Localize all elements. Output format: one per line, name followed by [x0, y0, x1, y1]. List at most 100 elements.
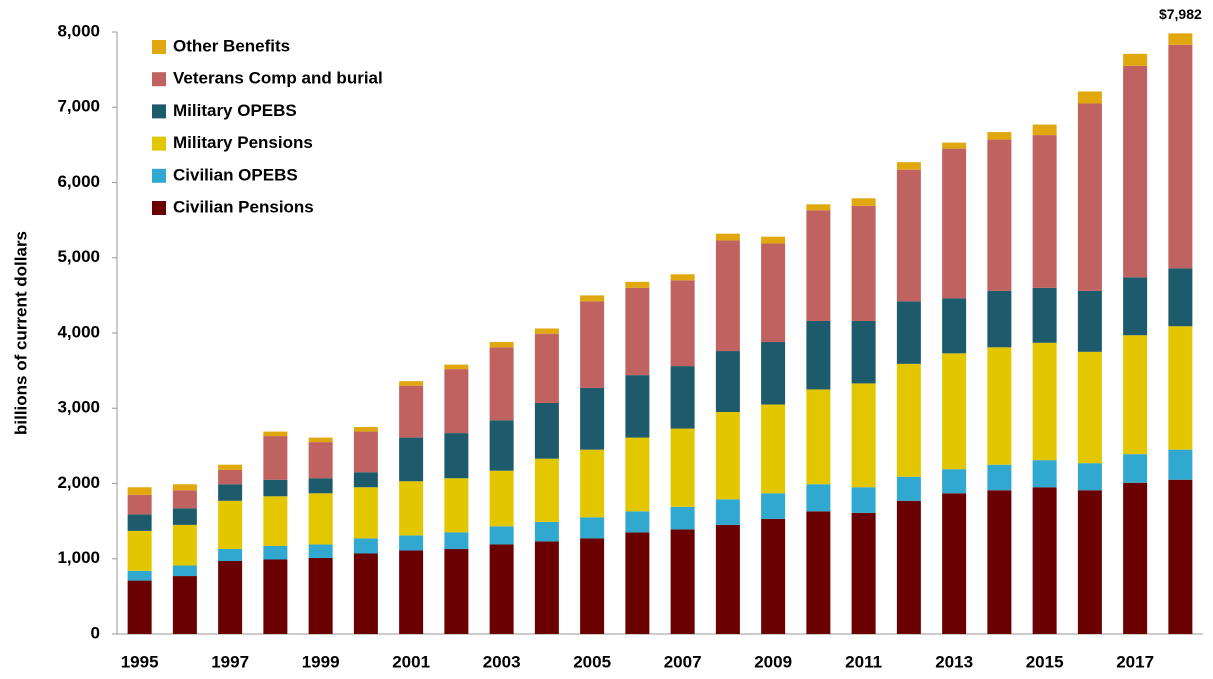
bar-segment — [625, 511, 650, 533]
legend-label: Military Pensions — [173, 133, 313, 152]
bar-segment — [625, 437, 650, 512]
bar-segment — [308, 557, 333, 634]
bar-segment — [625, 281, 650, 288]
bar-segment — [670, 366, 695, 429]
bar-segment — [670, 506, 695, 530]
bar-segment — [218, 464, 243, 470]
x-tick-label: 2015 — [1026, 652, 1064, 671]
bar-segment — [444, 548, 469, 634]
bar-segment — [534, 402, 559, 459]
bar-segment — [353, 431, 378, 473]
legend-label: Veterans Comp and burial — [173, 69, 383, 88]
bar-segment — [353, 538, 378, 554]
bar-segment — [218, 561, 243, 634]
bar-segment — [1168, 268, 1193, 327]
bar-segment — [218, 548, 243, 562]
bar-segment — [896, 169, 921, 302]
bar-segment — [987, 139, 1012, 291]
bar-segment — [127, 530, 152, 571]
bar-segment — [489, 544, 514, 634]
bar-segment — [1032, 124, 1057, 136]
legend-swatch — [152, 168, 166, 183]
legend-swatch — [152, 201, 166, 215]
legend-label: Civilian OPEBS — [173, 165, 298, 184]
bar-segment — [851, 198, 876, 206]
bar-segment — [715, 240, 740, 352]
bar-segment — [127, 514, 152, 531]
bar-segment — [896, 500, 921, 634]
bar-segment — [1077, 103, 1102, 291]
y-tick-label: 1,000 — [57, 548, 100, 567]
bar-segment — [580, 301, 605, 388]
x-tick-label: 1997 — [211, 652, 249, 671]
bar-segment — [399, 381, 424, 386]
x-tick-label: 2013 — [935, 652, 973, 671]
bar-segment — [896, 363, 921, 477]
bar-segment — [308, 478, 333, 494]
bar-segment — [1077, 490, 1102, 634]
x-tick-label: 2003 — [483, 652, 521, 671]
bar-segment — [172, 524, 197, 566]
y-tick-label: 8,000 — [57, 21, 100, 40]
bar-segment — [806, 511, 831, 634]
bar-segment — [1123, 53, 1148, 66]
bar-segment — [942, 148, 967, 299]
bar-segment — [580, 295, 605, 302]
bar-segment — [444, 364, 469, 370]
bar-segment — [761, 236, 786, 244]
bar-segment — [444, 478, 469, 533]
y-tick-label: 2,000 — [57, 473, 100, 492]
bar-segment — [761, 404, 786, 494]
bar-segment — [218, 500, 243, 549]
bar-segment — [1123, 65, 1148, 278]
bar-segment — [1077, 91, 1102, 104]
total-annotation: $7,982 — [1159, 6, 1202, 22]
bar-segment — [580, 517, 605, 539]
bar-segment — [127, 494, 152, 515]
y-tick-label: 4,000 — [57, 322, 100, 341]
bar-segment — [625, 287, 650, 376]
bar-segment — [1168, 44, 1193, 269]
bar-segment — [308, 442, 333, 479]
bar-segment — [399, 481, 424, 536]
bar-segment — [1077, 290, 1102, 352]
bar-segment — [806, 389, 831, 485]
bar-segment — [851, 320, 876, 384]
bar-segment — [263, 496, 288, 546]
bar-segment — [263, 559, 288, 634]
bar-segment — [399, 385, 424, 438]
bar-segment — [172, 508, 197, 525]
bar-segment — [896, 301, 921, 364]
bar-segment — [353, 472, 378, 488]
bar-segment — [987, 490, 1012, 634]
bar-segment — [580, 538, 605, 634]
bar-segment — [625, 532, 650, 634]
bar-segment — [896, 476, 921, 501]
x-tick-label: 2007 — [664, 652, 702, 671]
bar-segment — [1168, 326, 1193, 450]
bar-segment — [670, 274, 695, 281]
bar-segment — [761, 342, 786, 405]
y-tick-label: 3,000 — [57, 398, 100, 417]
bar-segment — [263, 545, 288, 560]
bar-segment — [172, 565, 197, 577]
bar-segment — [353, 427, 378, 432]
bar-segment — [625, 375, 650, 438]
legend-label: Military OPEBS — [173, 101, 297, 120]
bar-segment — [1123, 482, 1148, 634]
bar-segment — [308, 437, 333, 443]
bar-segment — [218, 484, 243, 501]
bar-segment — [263, 436, 288, 480]
bar-segment — [761, 243, 786, 343]
bar-segment — [580, 449, 605, 518]
bar-segment — [761, 518, 786, 634]
y-tick-label: 5,000 — [57, 247, 100, 266]
legend-label: Other Benefits — [173, 36, 290, 55]
x-tick-label: 2001 — [392, 652, 430, 671]
bar-segment — [308, 544, 333, 558]
y-tick-label: 0 — [91, 623, 100, 642]
bar-segment — [534, 541, 559, 634]
bar-segment — [987, 132, 1012, 140]
bar-segment — [444, 369, 469, 434]
